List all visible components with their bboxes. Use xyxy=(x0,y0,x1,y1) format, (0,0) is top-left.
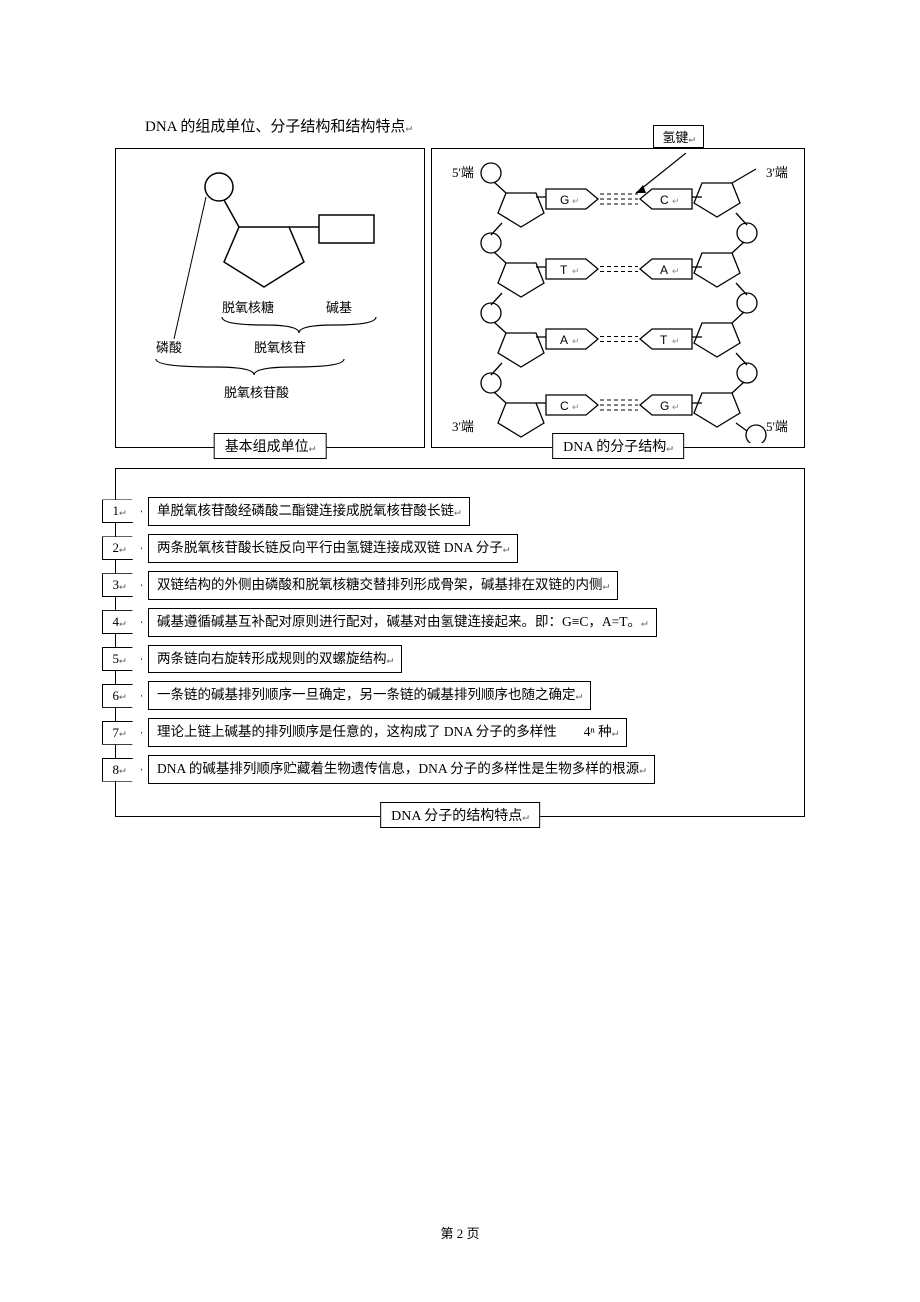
feature-number-pentagon: 6↵ xyxy=(102,684,142,708)
page-footer: 第 2 页 xyxy=(0,1223,920,1242)
end-3-right: 3'端 xyxy=(766,165,788,180)
svg-text:↵: ↵ xyxy=(672,266,680,276)
feature-number-pentagon: 3↵ xyxy=(102,573,142,597)
feature-number-pentagon: 1↵ xyxy=(102,499,142,523)
dna-diagram: 5'端 3'端 3'端 5'端 xyxy=(436,153,802,443)
svg-text:↵: ↵ xyxy=(572,196,580,206)
feature-number-pentagon: 8↵ xyxy=(102,758,142,782)
features-panel: 1↵单脱氧核苷酸经磷酸二酯键连接成脱氧核苷酸长链↵2↵两条脱氧核苷酸长链反向平行… xyxy=(115,468,805,817)
features-panel-label: DNA 分子的结构特点↵ xyxy=(380,802,540,828)
svg-text:A: A xyxy=(560,333,568,347)
feature-row: 6↵一条链的碱基排列顺序一旦确定，另一条链的碱基排列顺序也随之确定↵ xyxy=(102,681,804,710)
svg-text:G: G xyxy=(560,193,569,207)
svg-text:↵: ↵ xyxy=(572,402,580,412)
feature-row: 5↵两条链向右旋转形成规则的双螺旋结构↵ xyxy=(102,645,804,674)
feature-text: 双链结构的外侧由磷酸和脱氧核糖交替排列形成骨架，碱基排在双链的内侧↵ xyxy=(148,571,618,600)
feature-number-pentagon: 7↵ xyxy=(102,721,142,745)
feature-row: 7↵理论上链上碱基的排列顺序是任意的，这构成了 DNA 分子的多样性 4ⁿ 种↵ xyxy=(102,718,804,747)
base-label: 碱基 xyxy=(326,300,352,315)
svg-text:A: A xyxy=(660,263,668,277)
svg-text:C: C xyxy=(660,193,669,207)
svg-text:T: T xyxy=(660,333,668,347)
hbond-label-box: 氢键↵ xyxy=(653,125,704,148)
feature-text: DNA 的碱基排列顺序贮藏着生物遗传信息，DNA 分子的多样性是生物多样的根源↵ xyxy=(148,755,655,784)
left-strand xyxy=(481,163,544,437)
svg-text:↵: ↵ xyxy=(672,196,680,206)
right-strand xyxy=(694,169,766,443)
nucleotide-panel: 脱氧核糖 碱基 磷酸 脱氧核苷 脱氧核苷酸 基本组成单位↵ xyxy=(115,148,425,448)
page: DNA 的组成单位、分子结构和结构特点 ↵ 脱氧核糖 碱基 磷酸 xyxy=(0,0,920,1302)
feature-text: 理论上链上碱基的排列顺序是任意的，这构成了 DNA 分子的多样性 4ⁿ 种↵ xyxy=(148,718,627,747)
nucleoside-label: 脱氧核苷 xyxy=(254,340,306,355)
feature-row: 4↵碱基遵循碱基互补配对原则进行配对，碱基对由氢键连接起来。即：G≡C，A=T。… xyxy=(102,608,804,637)
feature-number-pentagon: 2↵ xyxy=(102,536,142,560)
end-3-left: 3'端 xyxy=(452,419,474,434)
feature-text: 两条脱氧核苷酸长链反向平行由氢键连接成双链 DNA 分子↵ xyxy=(148,534,518,563)
nucleotide-diagram: 脱氧核糖 碱基 磷酸 脱氧核苷 脱氧核苷酸 xyxy=(124,157,418,437)
top-row: 脱氧核糖 碱基 磷酸 脱氧核苷 脱氧核苷酸 基本组成单位↵ 氢键↵ xyxy=(115,148,805,448)
feature-number-pentagon: 5↵ xyxy=(102,647,142,671)
nucleotide-label: 脱氧核苷酸 xyxy=(224,385,289,400)
svg-text:↵: ↵ xyxy=(672,336,680,346)
phosphate-label: 磷酸 xyxy=(156,340,182,355)
svg-text:G: G xyxy=(660,399,669,413)
base-pairs: G↵C↵T↵A↵A↵T↵C↵G↵ xyxy=(536,189,702,415)
end-5-left: 5'端 xyxy=(452,165,474,180)
title-text: DNA 的组成单位、分子结构和结构特点 xyxy=(145,119,405,135)
feature-text: 碱基遵循碱基互补配对原则进行配对，碱基对由氢键连接起来。即：G≡C，A=T。↵ xyxy=(148,608,657,637)
end-5-right: 5'端 xyxy=(766,419,788,434)
feature-row: 1↵单脱氧核苷酸经磷酸二酯键连接成脱氧核苷酸长链↵ xyxy=(102,497,804,526)
svg-text:↵: ↵ xyxy=(572,336,580,346)
left-panel-label: 基本组成单位↵ xyxy=(214,433,327,459)
feature-row: 8↵DNA 的碱基排列顺序贮藏着生物遗传信息，DNA 分子的多样性是生物多样的根… xyxy=(102,755,804,784)
feature-text: 单脱氧核苷酸经磷酸二酯键连接成脱氧核苷酸长链↵ xyxy=(148,497,470,526)
svg-text:↵: ↵ xyxy=(572,266,580,276)
right-panel-label: DNA 的分子结构↵ xyxy=(552,433,684,459)
svg-text:↵: ↵ xyxy=(672,402,680,412)
svg-text:T: T xyxy=(560,263,568,277)
dna-structure-panel: 氢键↵ 5'端 3'端 3'端 5'端 xyxy=(431,148,805,448)
feature-row: 2↵两条脱氧核苷酸长链反向平行由氢键连接成双链 DNA 分子↵ xyxy=(102,534,804,563)
feature-text: 两条链向右旋转形成规则的双螺旋结构↵ xyxy=(148,645,402,674)
feature-number-pentagon: 4↵ xyxy=(102,610,142,634)
sugar-label: 脱氧核糖 xyxy=(222,300,274,315)
feature-row: 3↵双链结构的外侧由磷酸和脱氧核糖交替排列形成骨架，碱基排在双链的内侧↵ xyxy=(102,571,804,600)
feature-text: 一条链的碱基排列顺序一旦确定，另一条链的碱基排列顺序也随之确定↵ xyxy=(148,681,591,710)
svg-text:C: C xyxy=(560,399,569,413)
